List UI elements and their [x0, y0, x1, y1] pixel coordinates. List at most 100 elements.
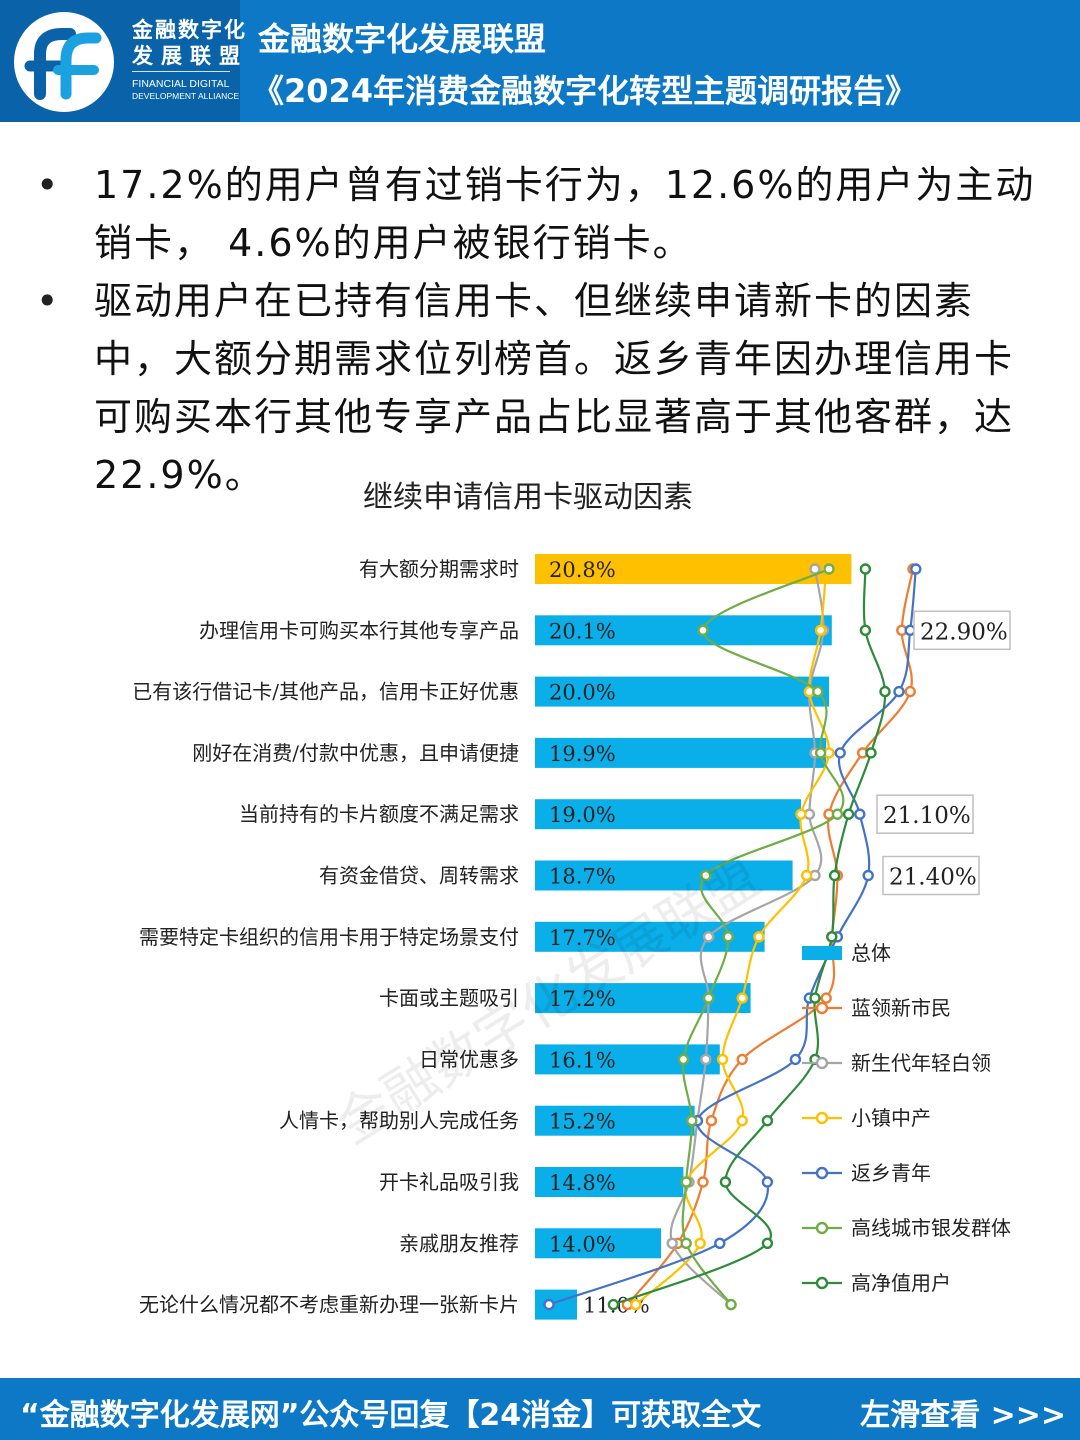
summary-bullets: • 17.2%的用户曾有过销卡行为，12.6%的用户为主动销卡， 4.6%的用户…	[36, 156, 1046, 504]
series-point	[831, 808, 844, 820]
series-point	[753, 931, 765, 943]
callout-box	[882, 855, 980, 896]
bar-value-label: 19.9%	[549, 742, 616, 766]
series-point	[630, 1298, 642, 1311]
bar-value-label: 20.0%	[549, 681, 616, 705]
series-point	[828, 869, 841, 882]
series-point	[865, 747, 877, 759]
series-point	[680, 1237, 692, 1249]
legend-swatch	[802, 946, 842, 960]
logo-text-cn-1: 金融数字化	[132, 18, 247, 42]
series-point	[700, 869, 712, 882]
series-point	[697, 1176, 709, 1188]
category-label: 办理信用卡可购买本行其他专享产品	[199, 618, 519, 642]
series-point	[809, 563, 821, 575]
legend-marker	[815, 1056, 829, 1070]
series-point	[826, 931, 838, 943]
series-point	[761, 1115, 774, 1127]
category-label: 卡面或主题吸引	[379, 986, 519, 1010]
category-label: 需要特定卡组织的信用卡用于特定场景支付	[139, 925, 519, 949]
callout-box	[876, 794, 974, 834]
legend-marker	[815, 1276, 829, 1290]
footer-cta[interactable]: “金融数字化发展网”公众号回复【24消金】可获取全文	[20, 1398, 762, 1433]
bullet-dot-icon: •	[36, 163, 59, 207]
series-point	[761, 1176, 774, 1188]
legend-marker	[815, 1166, 829, 1180]
callout-box	[913, 610, 1011, 651]
bar-value-label: 20.1%	[549, 619, 616, 643]
bar-value-label: 19.0%	[549, 803, 616, 827]
series-point	[686, 1115, 698, 1127]
alliance-logo-icon	[14, 12, 114, 112]
series-point	[854, 808, 866, 820]
category-label: 开卡礼品吸引我	[379, 1170, 519, 1194]
series-point	[834, 747, 846, 759]
bar	[535, 799, 801, 830]
series-point	[736, 992, 748, 1004]
series-point	[812, 685, 824, 698]
series-point	[893, 685, 905, 698]
category-label: 亲戚朋友推荐	[399, 1231, 519, 1255]
series-point	[736, 1115, 748, 1127]
chart: 有大额分期需求时 20.8% 办理信用卡可购买本行其他专享产品 20.1% 已有该行借记…	[132, 554, 1011, 1320]
org-name: 金融数字化发展联盟	[258, 20, 547, 58]
category-label: 刚好在消费/付款中优惠，且申请便捷	[192, 741, 519, 765]
series-point	[702, 992, 715, 1004]
series-point	[702, 931, 715, 943]
series-point	[716, 1053, 729, 1066]
swipe-hint[interactable]: 左滑查看 >>>	[860, 1398, 1066, 1433]
page-footer: “金融数字化发展网”公众号回复【24消金】可获取全文 左滑查看 >>>	[0, 1378, 1080, 1440]
logo-divider	[132, 71, 230, 72]
series-point	[719, 1176, 732, 1188]
bar	[535, 554, 852, 584]
series-point	[842, 808, 855, 820]
logo-text-cn-2: 发展联盟	[132, 44, 248, 68]
legend-marker	[815, 1111, 829, 1125]
series-point	[680, 1176, 692, 1188]
series-point	[800, 869, 813, 882]
series-point	[736, 1053, 748, 1066]
bar	[535, 860, 793, 891]
series-point	[789, 1053, 802, 1066]
series-point	[761, 1237, 774, 1249]
bullet-item: • 驱动用户在已持有信用卡、但继续申请新卡的因素中，大额分期需求位列榜首。返乡青…	[36, 272, 1046, 504]
series-point	[725, 1298, 737, 1311]
series-point	[694, 1237, 706, 1249]
category-label: 当前持有的卡片额度不满足需求	[239, 802, 519, 826]
series-point	[823, 563, 835, 575]
bar-value-label: 17.2%	[549, 987, 616, 1011]
bar-value-label: 17.7%	[549, 926, 616, 950]
category-label: 有大额分期需求时	[359, 557, 519, 581]
legend-marker	[815, 1001, 829, 1015]
series-point	[666, 1237, 678, 1249]
bar-value-label: 20.8%	[549, 558, 616, 582]
series-point	[820, 992, 832, 1004]
logo-text-en-1: FINANCIAL DIGITAL	[132, 78, 230, 90]
report-title: 《2024年消费金融数字化转型主题调研报告》	[252, 72, 918, 110]
bar-value-label: 15.2%	[549, 1110, 616, 1134]
chart-title: 继续申请信用卡驱动因素	[363, 480, 693, 515]
legend-label: 总体	[851, 941, 891, 965]
bullet-item: • 17.2%的用户曾有过销卡行为，12.6%的用户为主动销卡， 4.6%的用户…	[36, 156, 1046, 272]
bullet-text: 17.2%的用户曾有过销卡行为，12.6%的用户为主动销卡， 4.6%的用户被银…	[94, 163, 1036, 265]
series-point	[714, 1237, 726, 1249]
bullet-dot-icon: •	[36, 279, 59, 323]
bar-value-label: 14.0%	[549, 1232, 616, 1256]
bar	[535, 676, 829, 707]
series-point	[859, 563, 872, 575]
legend-label: 返乡青年	[851, 1161, 931, 1185]
category-label: 有资金借贷、周转需求	[319, 864, 519, 888]
legend-label: 小镇中产	[851, 1106, 931, 1130]
bar	[535, 615, 832, 646]
category-label: 人情卡，帮助别人完成任务	[279, 1109, 519, 1133]
series-point	[795, 808, 807, 820]
legend-label: 高净值用户	[851, 1271, 951, 1295]
series-point	[705, 1115, 718, 1127]
bar-value-label: 18.7%	[549, 865, 616, 889]
series-point	[862, 869, 874, 882]
legend-marker	[815, 1221, 829, 1235]
bar	[535, 1289, 577, 1320]
series-point	[697, 624, 709, 637]
series-point	[814, 747, 827, 759]
series-point	[543, 1298, 555, 1311]
